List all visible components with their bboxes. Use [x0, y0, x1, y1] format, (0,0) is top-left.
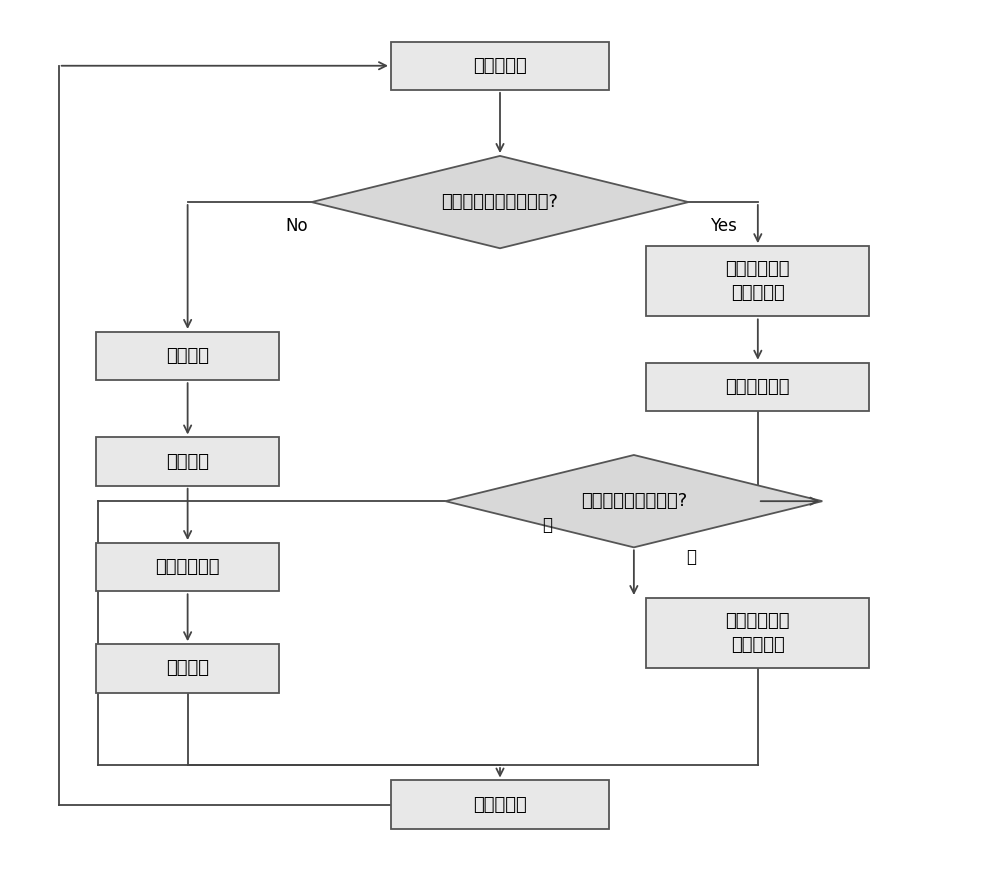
Text: 是: 是: [543, 516, 553, 534]
Text: 当前区域对背
景进行更新: 当前区域对背 景进行更新: [726, 613, 790, 654]
Polygon shape: [312, 156, 688, 249]
FancyBboxPatch shape: [96, 332, 279, 380]
Text: 否: 否: [686, 548, 696, 566]
FancyBboxPatch shape: [646, 246, 869, 316]
Text: 帧间差分: 帧间差分: [166, 453, 209, 471]
Text: 提取运动目标: 提取运动目标: [726, 377, 790, 396]
Text: 当前帧图像: 当前帧图像: [473, 57, 527, 75]
Polygon shape: [445, 455, 822, 547]
FancyBboxPatch shape: [96, 644, 279, 693]
FancyBboxPatch shape: [391, 781, 609, 829]
Text: 提取运动目标: 提取运动目标: [155, 559, 220, 576]
FancyBboxPatch shape: [391, 42, 609, 90]
Text: 柱面背景模型建立完毕?: 柱面背景模型建立完毕?: [442, 193, 558, 211]
Text: 背景补偿: 背景补偿: [166, 347, 209, 365]
FancyBboxPatch shape: [96, 438, 279, 486]
Text: 当前区域有运动目标?: 当前区域有运动目标?: [581, 492, 687, 511]
FancyBboxPatch shape: [646, 362, 869, 411]
Text: No: No: [285, 217, 308, 234]
FancyBboxPatch shape: [646, 598, 869, 669]
Text: 背景建模: 背景建模: [166, 659, 209, 678]
Text: Yes: Yes: [710, 217, 737, 234]
Text: 读取下一帧: 读取下一帧: [473, 796, 527, 813]
Text: 当前图与背景
图进行差分: 当前图与背景 图进行差分: [726, 260, 790, 302]
FancyBboxPatch shape: [96, 543, 279, 591]
